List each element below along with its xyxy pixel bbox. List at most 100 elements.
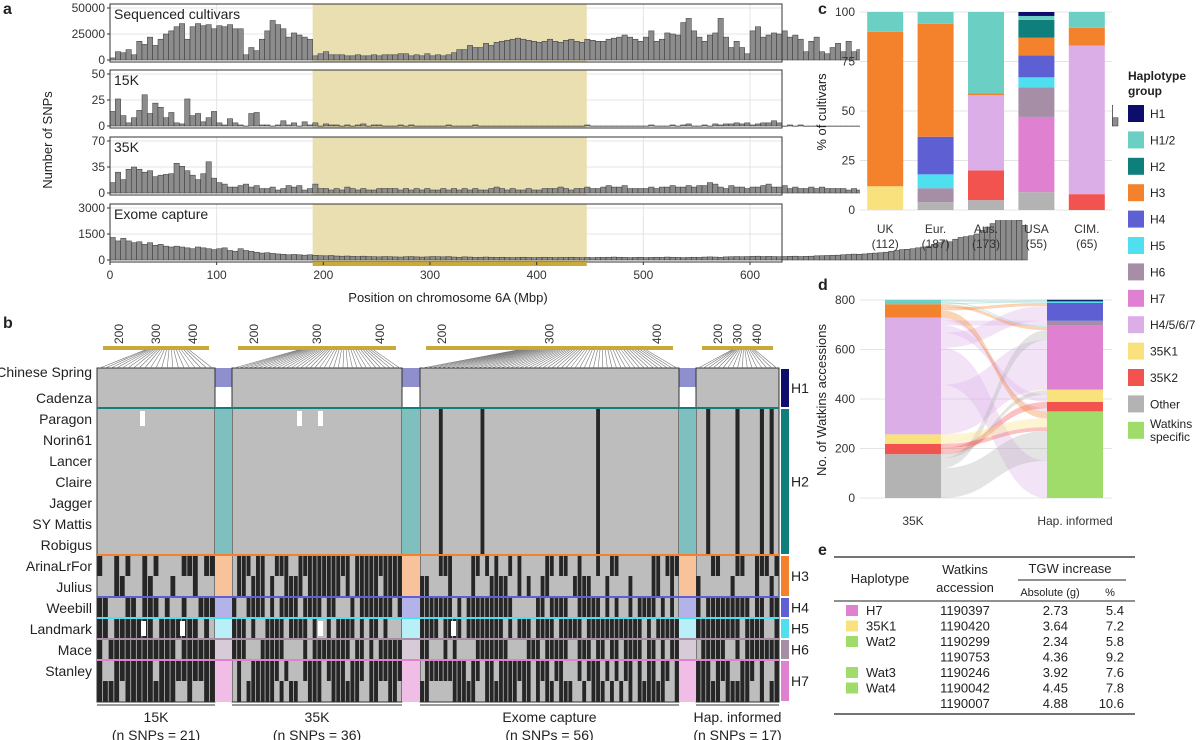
genotype-cell — [759, 534, 764, 555]
histogram-bar — [232, 122, 239, 127]
genotype-cell — [452, 681, 457, 702]
histogram-bar — [771, 256, 777, 261]
histogram-bar — [744, 188, 751, 194]
histogram-bar — [717, 124, 724, 127]
histogram-bar — [317, 188, 324, 194]
cultivar-label: Jagger — [49, 495, 92, 511]
histogram-bar — [499, 41, 505, 61]
genotype-cell — [326, 660, 331, 681]
genotype-cell — [142, 555, 148, 576]
snp-connector-line — [360, 349, 377, 369]
genotype-cell — [170, 681, 176, 702]
histogram-bar — [600, 186, 607, 194]
hist-frame — [109, 3, 783, 63]
stack-segment — [968, 95, 1004, 171]
genotype-cell — [596, 618, 600, 639]
genotype-cell — [274, 660, 279, 681]
histogram-bar — [552, 41, 559, 61]
snp-connector-line — [454, 349, 529, 369]
genotype-cell — [563, 618, 568, 639]
histogram-bar — [195, 113, 201, 127]
histogram-bar — [115, 171, 121, 194]
legend-label: 35K2 — [1150, 371, 1178, 385]
histogram-bar — [355, 189, 361, 194]
genotype-cell — [591, 660, 596, 681]
histogram-bar — [515, 257, 521, 261]
genotype-cell — [378, 639, 383, 660]
genotype-cell — [674, 555, 679, 576]
histogram-bar — [435, 189, 441, 194]
genotype-cell — [326, 618, 331, 639]
histogram-bar — [275, 189, 281, 194]
snp-connector-line — [505, 349, 552, 369]
snp-connector-line — [482, 349, 541, 369]
histogram-bar — [445, 256, 452, 261]
genotype-cell — [192, 639, 198, 660]
histogram-bar — [408, 256, 415, 261]
histogram-bar — [840, 188, 847, 194]
genotype-cell — [345, 555, 350, 576]
genotype-cell — [600, 639, 605, 660]
genotype-cell — [345, 618, 350, 639]
histogram-bar — [723, 256, 729, 261]
genotype-cell — [452, 639, 457, 660]
histogram-bar — [376, 256, 383, 261]
histogram-bar — [195, 179, 201, 194]
genotype-cell — [750, 639, 755, 660]
genotype-cell — [159, 639, 165, 660]
histogram-bar — [632, 38, 639, 61]
genotype-cell — [209, 660, 215, 681]
genotype-cell — [610, 555, 614, 576]
genotype-cell — [651, 681, 656, 702]
haplotype-label: H5 — [791, 621, 809, 637]
genotype-cell — [508, 618, 513, 639]
histogram-bar — [824, 53, 831, 61]
histogram-bar — [829, 188, 836, 194]
histogram-bar — [227, 118, 233, 127]
histogram-bar — [536, 42, 543, 61]
histogram-bar — [707, 34, 713, 61]
genotype-cell — [284, 660, 289, 681]
histogram-bar — [264, 124, 271, 127]
genotype-cell — [378, 597, 383, 618]
histogram-bar — [163, 33, 169, 61]
genotype-cell — [619, 618, 624, 639]
histogram-bar — [301, 121, 308, 127]
genotype-cell — [696, 576, 701, 597]
snp-connector-line — [579, 349, 590, 369]
histogram-bar — [440, 188, 447, 194]
genotype-cell — [559, 597, 563, 618]
histogram-bar — [579, 257, 585, 261]
histogram-bar — [584, 186, 591, 194]
genotype-cell — [341, 681, 345, 702]
histogram-bar — [755, 26, 761, 61]
histogram-bar — [456, 49, 463, 61]
histogram-bar — [333, 54, 340, 61]
legend-swatch — [1128, 263, 1144, 281]
genotype-cell — [715, 618, 721, 639]
genotype-cell — [600, 618, 605, 639]
snp-connector-line — [727, 349, 740, 369]
genotype-cell — [388, 639, 393, 660]
histogram-bar — [397, 256, 404, 261]
genotype-cell — [345, 681, 350, 702]
legend-swatch — [1128, 210, 1144, 228]
genotype-cell — [665, 618, 670, 639]
genotype-cell — [715, 660, 721, 681]
genotype-cell — [260, 597, 265, 618]
snp-connector-line — [623, 349, 640, 369]
genotype-cell — [559, 681, 563, 702]
genotype-cell — [331, 597, 336, 618]
histogram-bar — [296, 254, 303, 261]
histogram-bar — [552, 188, 559, 194]
histogram-bar — [168, 173, 175, 194]
genotype-cell — [125, 555, 131, 576]
snp-connector-line — [116, 349, 150, 369]
alluvial-flow — [941, 304, 1047, 331]
histogram-bar — [568, 38, 575, 61]
histogram-bar — [109, 111, 116, 127]
genotype-cell — [429, 660, 434, 681]
cultivar-label: Stanley — [45, 663, 92, 679]
genotype-cell — [274, 618, 279, 639]
